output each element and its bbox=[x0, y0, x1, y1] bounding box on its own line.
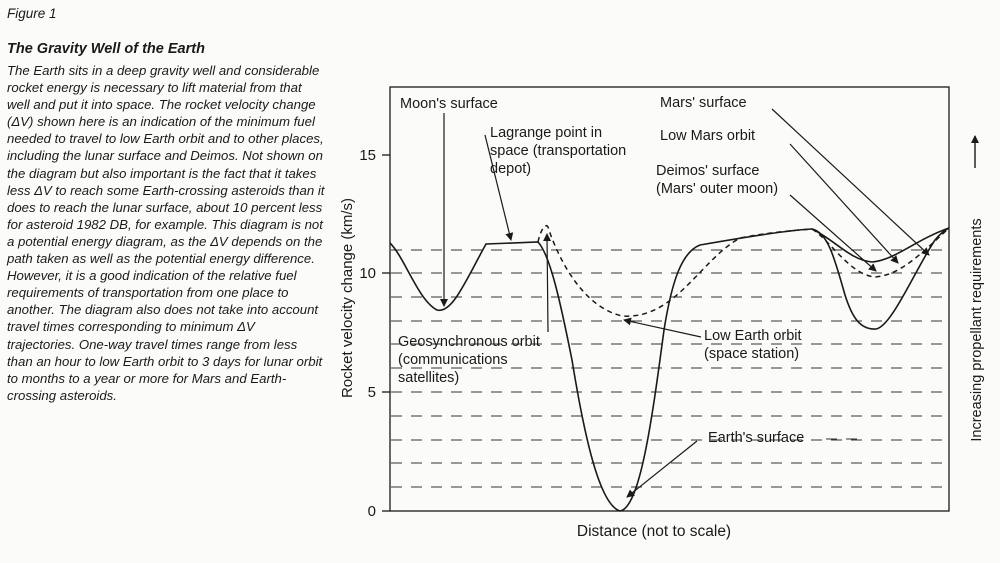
y-axis-label: Rocket velocity change (km/s) bbox=[339, 198, 356, 398]
label-geo-3: satellites) bbox=[398, 370, 459, 386]
label-leo-1: Low Earth orbit bbox=[704, 328, 802, 344]
label-geo-1: Geosynchronous orbit bbox=[398, 334, 540, 350]
figure-caption: The Earth sits in a deep gravity well an… bbox=[7, 63, 325, 403]
main-curve bbox=[389, 227, 950, 512]
annotations: Moon's surface Lagrange point in space (… bbox=[398, 95, 804, 446]
y-tick-15: 15 bbox=[359, 147, 376, 164]
label-lagrange-2: space (transportation bbox=[490, 143, 626, 159]
figure-label: Figure 1 bbox=[7, 6, 57, 21]
label-deimos-2: (Mars' outer moon) bbox=[656, 181, 778, 197]
right-axis-label: Increasing propellant requirements bbox=[969, 218, 985, 441]
plot-frame bbox=[389, 86, 950, 512]
y-tick-10: 10 bbox=[359, 265, 376, 282]
label-geo-2: (communications bbox=[398, 352, 508, 368]
figure-title: The Gravity Well of the Earth bbox=[7, 41, 205, 57]
transfer-curve bbox=[537, 225, 950, 317]
caption-column: Figure 1 The Gravity Well of the Earth T… bbox=[7, 6, 325, 404]
label-deimos-1: Deimos' surface bbox=[656, 163, 760, 179]
y-tick-0: 0 bbox=[368, 503, 376, 520]
label-earth-surface: Earth's surface bbox=[708, 430, 804, 446]
reference-lines bbox=[391, 249, 948, 488]
label-leo-2: (space station) bbox=[704, 346, 799, 362]
label-moon-surface: Moon's surface bbox=[400, 96, 498, 112]
label-mars-surface: Mars' surface bbox=[660, 95, 747, 111]
y-ticks bbox=[382, 154, 390, 512]
label-lagrange-3: depot) bbox=[490, 161, 531, 177]
label-low-mars-orbit: Low Mars orbit bbox=[660, 128, 755, 144]
y-tick-5: 5 bbox=[368, 384, 376, 401]
x-axis-label: Distance (not to scale) bbox=[577, 523, 731, 540]
leader-arrows bbox=[440, 108, 930, 498]
label-lagrange-1: Lagrange point in bbox=[490, 125, 602, 141]
